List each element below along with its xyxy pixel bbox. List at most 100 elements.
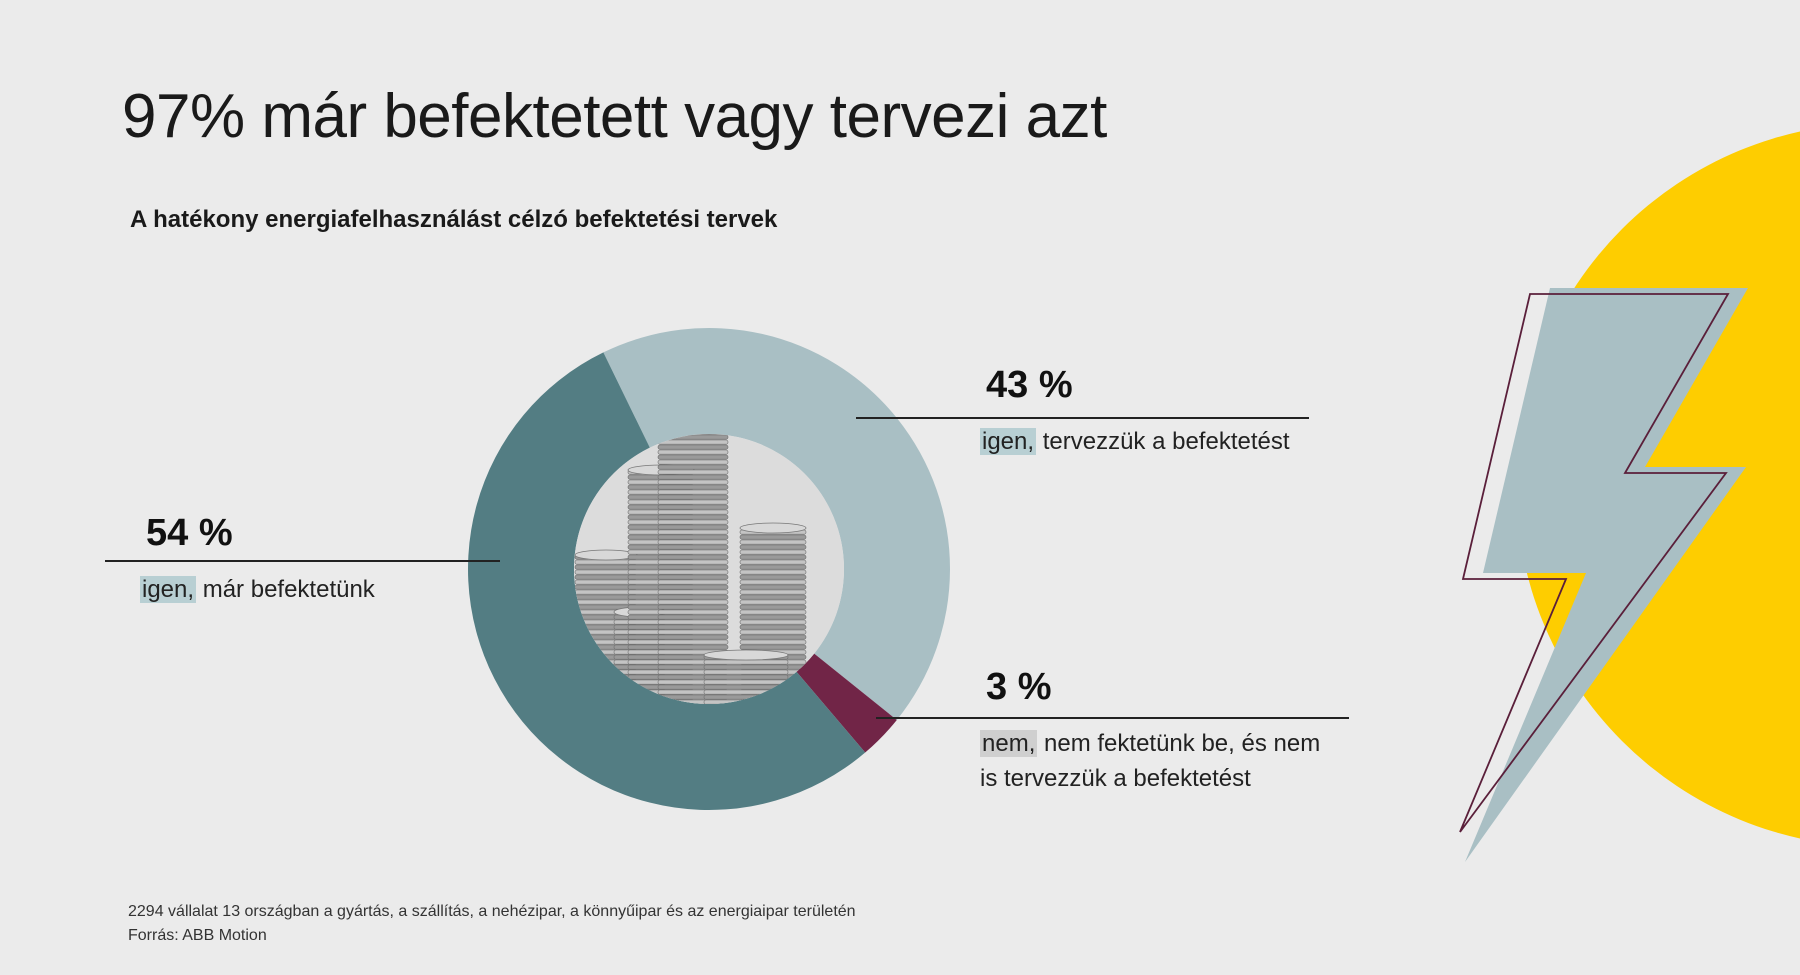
coin [703, 674, 789, 680]
value-label-3: 3 % [986, 666, 1052, 708]
coin [657, 554, 729, 560]
footnote: 2294 vállalat 13 országban a gyártás, a … [128, 900, 856, 948]
coin [657, 614, 729, 620]
coin [657, 619, 729, 625]
coin [739, 569, 807, 575]
coin [703, 669, 789, 675]
coin [657, 519, 729, 525]
coin [657, 469, 729, 475]
coin [739, 624, 807, 630]
coin [657, 604, 729, 610]
coin-top [574, 549, 638, 561]
chart-subtitle: A hatékony energiafelhasználást célzó be… [130, 206, 778, 233]
coin [657, 534, 729, 540]
coin-stacks-illustration [574, 434, 844, 704]
coin [657, 549, 729, 555]
coin [739, 554, 807, 560]
leader-line-3 [876, 717, 1349, 719]
coin [657, 599, 729, 605]
coin [657, 564, 729, 570]
slice-label-3: nem, nem fektetünk be, és nem is tervezz… [980, 726, 1340, 796]
coin [657, 594, 729, 600]
coin [657, 589, 729, 595]
coin [657, 579, 729, 585]
coin [739, 599, 807, 605]
coin [657, 514, 729, 520]
coin [739, 534, 807, 540]
coin [657, 454, 729, 460]
leader-line-54 [105, 560, 500, 562]
coin [657, 499, 729, 505]
donut-slice-54 [468, 352, 866, 810]
label-rest-3: nem fektetünk be, és nem is tervezzük a … [980, 730, 1321, 792]
coin [657, 574, 729, 580]
lightning-bolt-outline-icon [1459, 293, 1730, 833]
coin [657, 529, 729, 535]
coin [657, 449, 729, 455]
coin [657, 494, 729, 500]
coin [703, 679, 789, 685]
coin [657, 464, 729, 470]
coin [657, 634, 729, 640]
coin [739, 614, 807, 620]
label-rest-54: már befektetünk [196, 576, 375, 603]
coin-top [703, 649, 789, 661]
coin [657, 539, 729, 545]
coin [657, 509, 729, 515]
highlight-yes-43: igen, [980, 428, 1037, 455]
coin [657, 629, 729, 635]
coin [657, 459, 729, 465]
coin [657, 524, 729, 530]
coin [657, 569, 729, 575]
slice-label-43: igen, tervezzük a befektetést [980, 424, 1340, 459]
coin [657, 559, 729, 565]
coin [657, 639, 729, 645]
donut-slice-43 [603, 327, 951, 721]
coin [703, 664, 789, 670]
value-label-43: 43 % [986, 364, 1073, 406]
coin [739, 564, 807, 570]
slice-label-54: igen, már befektetünk [140, 572, 500, 607]
coin [739, 579, 807, 585]
coin [703, 659, 789, 665]
value-label-54: 54 % [146, 512, 233, 554]
coin [739, 634, 807, 640]
coin [657, 439, 729, 445]
coin [739, 544, 807, 550]
coin [657, 624, 729, 630]
page-title: 97% már befektetett vagy tervezi azt [122, 82, 1107, 151]
coin [739, 639, 807, 645]
coin [657, 444, 729, 450]
coin-top [739, 522, 807, 534]
coin [657, 644, 729, 650]
coin [657, 584, 729, 590]
lightning-bolt-icon [1465, 288, 1748, 862]
coin [739, 619, 807, 625]
label-rest-43: tervezzük a befektetést [1036, 428, 1290, 455]
coin [739, 589, 807, 595]
coin [739, 559, 807, 565]
coin [739, 609, 807, 615]
coin [657, 489, 729, 495]
footnote-source: Forrás: ABB Motion [128, 927, 267, 944]
coin [739, 584, 807, 590]
coin [657, 484, 729, 490]
coin [739, 629, 807, 635]
coin [739, 549, 807, 555]
coin [657, 544, 729, 550]
highlight-no-3: nem, [980, 730, 1038, 757]
coin [739, 539, 807, 545]
leader-line-43 [856, 417, 1309, 419]
highlight-yes-54: igen, [140, 576, 197, 603]
footnote-line-1: 2294 vállalat 13 országban a gyártás, a … [128, 903, 856, 920]
coin [739, 574, 807, 580]
coin [657, 474, 729, 480]
coin [657, 504, 729, 510]
donut-slice-3 [796, 653, 897, 753]
coin [739, 594, 807, 600]
coin [657, 479, 729, 485]
coin [739, 644, 807, 650]
coin [657, 609, 729, 615]
